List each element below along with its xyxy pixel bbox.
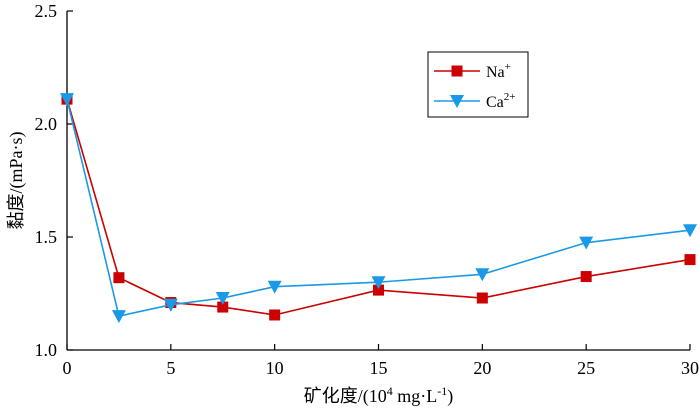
legend-label-name: Na (486, 64, 505, 81)
x-axis-title-part: ) (447, 386, 453, 407)
data-point (371, 276, 386, 290)
x-axis-title-part: mg·L (393, 386, 438, 406)
x-tick-label: 20 (473, 358, 491, 378)
data-point (476, 292, 488, 304)
data-point (163, 298, 178, 312)
y-axis-title: 黏度/(mPa·s) (6, 132, 27, 230)
y-tick-label: 2.5 (35, 1, 58, 21)
data-point (113, 272, 125, 284)
data-point (373, 284, 384, 296)
x-axis-title-part: 4 (387, 384, 393, 398)
data-point (267, 280, 282, 294)
data-point (579, 236, 594, 250)
series-1 (60, 93, 697, 324)
data-point (580, 271, 592, 283)
data-point (217, 301, 229, 313)
data-point (475, 268, 490, 282)
x-tick-label: 25 (577, 358, 595, 378)
legend-box (427, 51, 529, 118)
data-point (111, 310, 126, 324)
x-tick-label: 0 (63, 358, 72, 378)
x-axis-title: 矿化度/(104 mg·L-1) (304, 384, 454, 407)
legend-label: Na+ (486, 61, 511, 81)
x-tick-label: 5 (166, 358, 175, 378)
x-axis-title-part: -1 (437, 384, 447, 398)
x-axis-title-part: 矿化度/(10 (304, 386, 387, 407)
legend-marker (451, 65, 463, 77)
data-point (683, 224, 697, 238)
y-tick-label: 1.0 (35, 340, 58, 360)
x-tick-label: 15 (370, 358, 388, 378)
legend-label-name: Ca (486, 94, 504, 111)
series-layer (60, 93, 697, 324)
data-point (684, 254, 696, 266)
y-tick-label: 2.0 (35, 114, 58, 134)
axes: 0 5 10 15 20 25 30 1.0 1.5 2.0 2.5 矿化度/(104 mg·L-1)… (6, 1, 699, 407)
y-tick-label: 1.5 (35, 227, 58, 247)
data-point (215, 292, 230, 306)
data-point (269, 309, 281, 321)
legend: Na+ Ca2+ (427, 51, 529, 118)
legend-label-sup: 2+ (504, 91, 516, 103)
legend-label: Ca2+ (486, 91, 516, 111)
legend-label-sup: + (505, 61, 511, 73)
data-point (60, 93, 74, 107)
x-tick-label: 10 (266, 358, 284, 378)
x-tick-label: 30 (681, 358, 699, 378)
legend-marker (450, 95, 464, 108)
